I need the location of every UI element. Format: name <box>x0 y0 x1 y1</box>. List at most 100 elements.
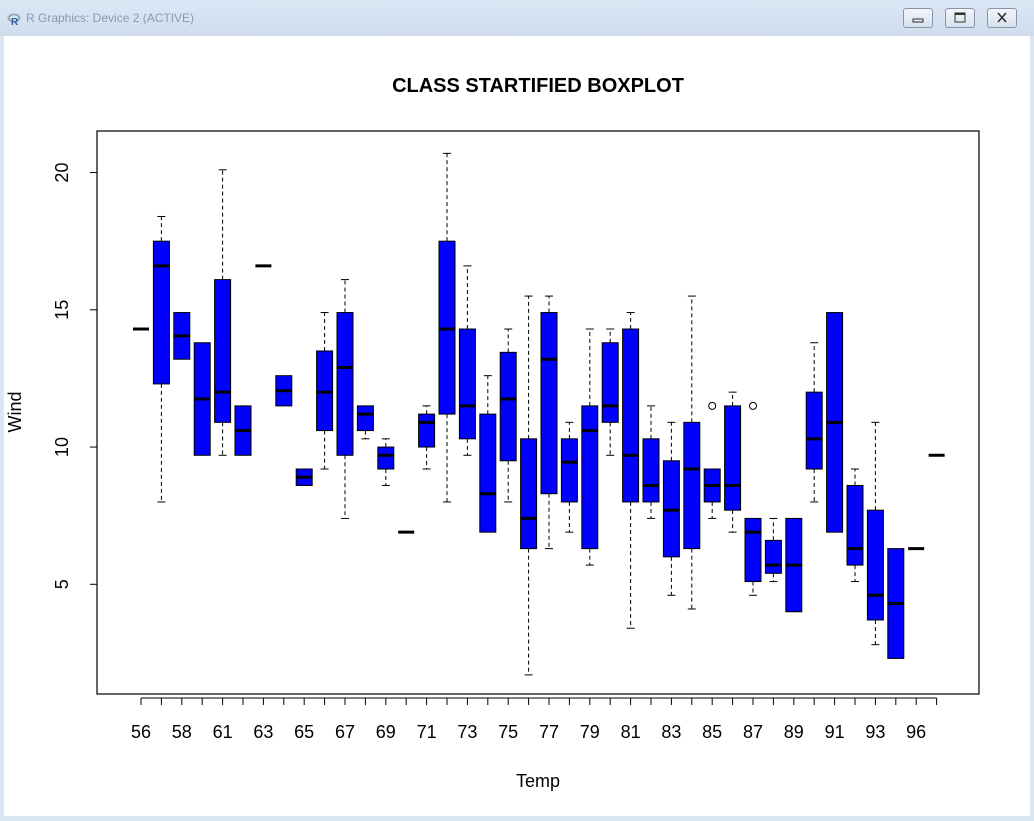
box-86 <box>724 391 742 533</box>
y-tick-label: 15 <box>52 300 72 320</box>
box-body <box>336 312 354 456</box>
box-85 <box>703 401 721 519</box>
box-67 <box>336 279 354 519</box>
x-tick-label: 85 <box>702 722 722 742</box>
box-91 <box>826 312 844 533</box>
box-88 <box>764 517 782 583</box>
box-71 <box>418 405 436 470</box>
box-body <box>377 446 395 470</box>
minimize-icon <box>912 18 924 23</box>
box-57 <box>152 215 170 503</box>
x-tick-label: 71 <box>417 722 437 742</box>
boxplot-chart: CLASS STARTIFIED BOXPLOT Temp Wind 5 10 15… <box>5 75 980 791</box>
box-62 <box>234 405 252 456</box>
box-body <box>458 328 476 440</box>
x-tick-label: 89 <box>784 722 804 742</box>
box-68 <box>356 405 374 440</box>
box-64 <box>275 375 293 407</box>
x-tick-label: 96 <box>906 722 926 742</box>
box-body <box>744 517 762 583</box>
box-77 <box>540 295 558 550</box>
box-78 <box>560 421 578 533</box>
x-axis: 56 58 61 63 65 67 69 71 73 75 77 79 81 83 85 87 89 91 93 96 <box>131 697 938 742</box>
x-tick-label: 81 <box>621 722 641 742</box>
box-72 <box>438 152 456 503</box>
x-tick-label: 91 <box>825 722 845 742</box>
restore-button[interactable] <box>945 8 975 28</box>
x-tick-label: 87 <box>743 722 763 742</box>
box-69 <box>377 438 395 486</box>
x-tick-label: 77 <box>539 722 559 742</box>
box-body <box>805 391 823 470</box>
box-76 <box>520 295 538 676</box>
box-81 <box>622 312 640 629</box>
box-body <box>724 405 742 511</box>
box-58 <box>173 312 191 360</box>
plot-area: CLASS STARTIFIED BOXPLOT Temp Wind 5 10 15… <box>4 36 1030 816</box>
box-94 <box>887 548 905 659</box>
box-body <box>764 539 782 574</box>
chart-title: CLASS STARTIFIED BOXPLOT <box>392 75 684 97</box>
x-tick-label: 67 <box>335 722 355 742</box>
box-body <box>214 279 232 423</box>
x-tick-label: 56 <box>131 722 151 742</box>
box-61 <box>214 169 232 456</box>
box-83 <box>662 421 680 596</box>
box-75 <box>499 328 517 503</box>
box-body <box>683 421 701 550</box>
box-93 <box>866 421 884 646</box>
box-59 <box>193 342 211 456</box>
x-tick-label: 73 <box>457 722 477 742</box>
box-82 <box>642 405 660 519</box>
outlier-point <box>749 401 757 410</box>
box-body <box>479 413 497 533</box>
minimize-button[interactable] <box>903 8 933 28</box>
box-90 <box>805 342 823 503</box>
y-axis-label: Wind <box>5 391 25 432</box>
x-tick-label: 69 <box>376 722 396 742</box>
box-body <box>520 438 538 550</box>
window-title: R Graphics: Device 2 (ACTIVE) <box>26 11 195 25</box>
box-body <box>499 351 517 462</box>
box-89 <box>785 517 803 613</box>
close-icon <box>997 12 1007 23</box>
box-73 <box>458 265 476 456</box>
title-bar[interactable]: R R Graphics: Device 2 (ACTIVE) <box>0 0 1034 36</box>
y-axis: 5 10 15 20 <box>52 163 98 589</box>
box-body <box>622 328 640 503</box>
box-80 <box>601 328 619 456</box>
x-tick-label: 61 <box>213 722 233 742</box>
x-tick-label: 79 <box>580 722 600 742</box>
box-body <box>540 312 558 495</box>
box-body <box>560 438 578 503</box>
x-tick-label: 58 <box>172 722 192 742</box>
boxes-layer <box>133 152 945 676</box>
box-65 <box>295 468 313 486</box>
box-body <box>642 438 660 503</box>
x-tick-label: 65 <box>294 722 314 742</box>
r-logo-icon: R <box>7 13 21 26</box>
box-92 <box>846 468 864 583</box>
y-tick-label: 20 <box>52 163 72 183</box>
box-body <box>581 405 599 550</box>
box-body <box>846 484 864 566</box>
box-body <box>418 413 436 448</box>
x-tick-label: 63 <box>253 722 273 742</box>
y-tick-label: 10 <box>52 437 72 457</box>
box-84 <box>683 295 701 610</box>
x-tick-label: 83 <box>661 722 681 742</box>
close-button[interactable] <box>987 8 1017 28</box>
y-tick-label: 5 <box>52 579 72 589</box>
box-79 <box>581 328 599 566</box>
svg-text:R: R <box>11 17 19 26</box>
box-body <box>152 240 170 385</box>
box-body <box>601 342 619 423</box>
x-axis-label: Temp <box>516 771 560 791</box>
box-74 <box>479 375 497 533</box>
outlier-point <box>708 401 717 410</box>
box-body <box>356 405 374 432</box>
x-tick-label: 75 <box>498 722 518 742</box>
restore-icon <box>954 12 966 23</box>
x-tick-label: 93 <box>865 722 885 742</box>
